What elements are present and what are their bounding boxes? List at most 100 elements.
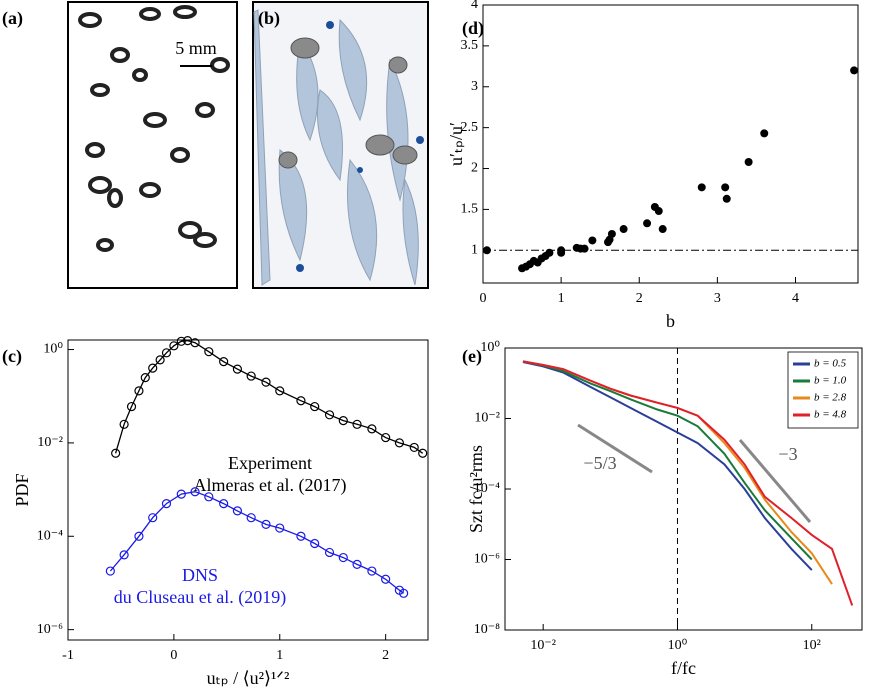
plot-frame <box>67 339 429 641</box>
point <box>557 246 566 255</box>
marker <box>367 566 377 576</box>
annotation: DNS <box>182 565 218 585</box>
y-axis-label: PDF <box>12 473 32 506</box>
legend-label: b = 4.8 <box>814 409 847 421</box>
point <box>580 244 589 253</box>
y-tick-label: 10⁰ <box>480 340 500 355</box>
marker <box>352 559 362 569</box>
marker <box>155 355 165 365</box>
marker <box>367 424 377 434</box>
x-axis-label: b <box>666 311 675 331</box>
marker <box>204 347 214 357</box>
y-tick-label: 10⁰ <box>43 342 63 357</box>
point <box>654 207 663 216</box>
marker <box>261 519 271 529</box>
x-tick-label: 0 <box>480 291 487 306</box>
marker <box>219 499 229 509</box>
marker <box>161 499 172 509</box>
annotation: −3 <box>778 444 797 464</box>
y-tick-label: 1.5 <box>461 202 479 217</box>
marker <box>161 348 172 358</box>
marker <box>246 371 256 381</box>
plot-frame <box>482 4 859 284</box>
point <box>658 225 667 234</box>
scale-label: 5 mm <box>175 38 217 58</box>
x-tick-label: 1 <box>276 648 283 663</box>
legend-label: b = 0.5 <box>814 358 847 370</box>
y-tick-label: 2 <box>471 161 478 176</box>
x-tick-label: -1 <box>62 648 74 663</box>
marker <box>418 448 428 458</box>
marker <box>394 438 405 448</box>
x-tick-label: 10⁰ <box>668 638 688 653</box>
legend-label: b = 1.0 <box>814 375 847 387</box>
marker <box>246 513 256 523</box>
x-tick-label: 1 <box>558 291 565 306</box>
marker <box>176 336 186 346</box>
marker <box>134 386 144 396</box>
y-axis-label: Szt fc/u²rms <box>466 445 486 533</box>
marker <box>190 338 200 348</box>
slope-line <box>577 423 653 474</box>
y-tick-label: 2.5 <box>461 120 479 135</box>
y-tick-label: 3 <box>471 79 478 94</box>
marker <box>176 489 186 499</box>
point <box>619 225 628 234</box>
marker <box>148 363 158 373</box>
image-b <box>252 1 429 289</box>
series-line <box>522 360 854 606</box>
marker <box>140 373 150 383</box>
x-tick-label: 10⁻² <box>530 638 556 653</box>
series-line <box>114 339 424 454</box>
panel-label: (a) <box>2 8 23 29</box>
marker <box>352 419 362 429</box>
point <box>744 157 753 166</box>
series-line <box>522 360 813 561</box>
x-tick-label: 10² <box>803 638 821 653</box>
point <box>643 219 652 228</box>
slope-line <box>738 439 812 523</box>
marker <box>310 538 320 549</box>
y-tick-label: 10⁻⁶ <box>474 552 500 567</box>
marker <box>169 341 179 351</box>
marker <box>275 523 285 533</box>
image-a: 5 mm <box>67 1 238 289</box>
series-line <box>109 491 404 594</box>
marker <box>232 506 243 516</box>
point <box>545 248 554 257</box>
marker <box>232 364 243 374</box>
y-tick-label: 10⁻² <box>474 411 500 426</box>
point <box>697 183 706 192</box>
y-tick-label: 10⁻⁴ <box>474 481 500 496</box>
x-axis-label: f/fc <box>671 658 696 678</box>
point <box>482 246 491 255</box>
marker <box>324 547 335 558</box>
annotation: −5/3 <box>583 453 616 473</box>
marker <box>275 386 285 396</box>
marker <box>296 531 306 541</box>
marker <box>148 513 158 523</box>
point <box>722 194 731 203</box>
annotation: Experiment <box>228 453 312 473</box>
marker <box>111 448 121 458</box>
point <box>721 183 730 192</box>
annotation: du Cluseau et al. (2019) <box>114 587 286 608</box>
y-tick-label: 10⁻⁶ <box>37 622 63 637</box>
marker <box>338 552 348 563</box>
y-tick-label: 4 <box>471 0 478 12</box>
y-tick-label: 10⁻⁴ <box>37 528 63 543</box>
y-tick-label: 10⁻² <box>37 435 63 450</box>
marker <box>409 442 419 453</box>
point <box>588 236 597 245</box>
marker <box>134 531 144 541</box>
annotation: Almeras et al. (2017) <box>194 475 347 496</box>
x-tick-label: 0 <box>170 648 177 663</box>
y-tick-label: 3.5 <box>461 38 479 53</box>
marker <box>381 432 391 443</box>
point <box>850 66 859 75</box>
point <box>607 229 616 238</box>
x-axis-label: uₜₚ / ⟨u²⟩¹ᐟ² <box>207 668 290 688</box>
marker <box>296 396 306 406</box>
y-tick-label: 10⁻⁸ <box>474 622 500 637</box>
